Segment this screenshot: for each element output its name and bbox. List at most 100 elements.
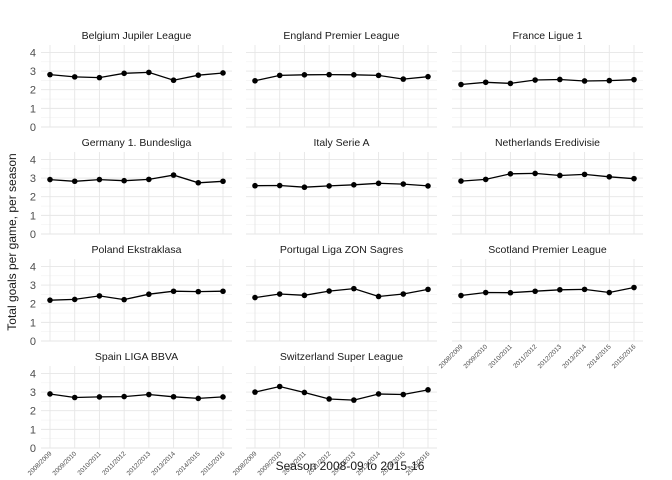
facet-title: Netherlands Eredivisie: [495, 137, 600, 149]
facet-panel: Belgium Jupiler League 0 1 2 3 4: [30, 30, 232, 134]
data-point: [220, 178, 226, 185]
data-point: [195, 72, 202, 78]
data-point: [96, 394, 103, 400]
data-point: [375, 391, 382, 397]
data-point: [121, 177, 127, 184]
data-point: [276, 383, 283, 390]
x-tick-label: 2012/2013: [537, 343, 564, 370]
series-line: [49, 174, 224, 184]
x-tick-label: 2012/2013: [126, 450, 153, 477]
x-tick-label: 2015/2016: [611, 343, 638, 370]
data-point: [351, 72, 357, 78]
data-point: [458, 292, 464, 299]
data-point: [170, 172, 177, 178]
data-point: [507, 171, 514, 177]
data-point: [507, 289, 514, 296]
data-point: [170, 288, 177, 295]
facet-panel: Germany 1. Bundesliga 0 1 2 3 4: [30, 137, 232, 241]
data-point: [532, 170, 538, 177]
facet-panel: France Ligue 1: [452, 30, 643, 128]
data-point: [326, 396, 332, 402]
y-tick-label: 4: [30, 261, 36, 273]
y-tick-label: 2: [30, 299, 36, 311]
facet-title: Scotland Premier League: [488, 244, 607, 256]
data-point: [581, 286, 588, 293]
data-point: [47, 391, 53, 397]
facet-panel: Italy Serie A: [246, 137, 437, 235]
facet-title: Italy Serie A: [313, 137, 369, 149]
y-tick-label: 3: [30, 66, 36, 78]
x-tick-label: 2011/2012: [512, 343, 539, 370]
data-point: [252, 294, 258, 301]
data-point: [326, 71, 332, 78]
data-point: [301, 184, 308, 191]
data-point: [121, 70, 127, 77]
y-tick-label: 0: [30, 336, 36, 348]
y-tick-label: 1: [30, 210, 36, 222]
data-point: [532, 77, 538, 83]
facet-title: Spain LIGA BBVA: [95, 351, 178, 363]
data-point: [170, 393, 177, 400]
x-tick-label: 2013/2014: [561, 343, 588, 370]
data-point: [276, 291, 283, 297]
x-tick-label: 2015/2016: [200, 450, 227, 477]
data-point: [400, 76, 407, 82]
data-point: [400, 291, 407, 297]
y-tick-label: 1: [30, 103, 36, 115]
series-line: [460, 172, 635, 182]
data-point: [301, 292, 308, 299]
facet-title: Portugal Liga ZON Sagres: [280, 244, 403, 256]
series-line: [254, 287, 429, 299]
facet-title: Belgium Jupiler League: [82, 30, 192, 42]
y-tick-label: 4: [30, 154, 36, 166]
data-point: [195, 288, 202, 295]
data-point: [581, 171, 588, 178]
data-point: [96, 293, 103, 299]
data-point: [71, 178, 78, 185]
data-point: [220, 394, 226, 400]
data-point: [557, 172, 563, 179]
data-point: [351, 397, 357, 403]
x-tick-label: 2008/2009: [232, 450, 259, 477]
y-tick-label: 2: [30, 406, 36, 418]
data-point: [252, 182, 258, 189]
data-point: [606, 77, 613, 84]
data-point: [47, 71, 53, 78]
data-point: [326, 288, 332, 294]
data-point: [252, 77, 258, 84]
y-tick-label: 4: [30, 47, 36, 59]
data-point: [146, 291, 152, 298]
data-point: [631, 175, 637, 182]
data-point: [507, 80, 514, 87]
y-axis-label: Total goals per game, per season: [5, 153, 19, 330]
data-point: [375, 293, 382, 300]
data-point: [425, 73, 431, 80]
series-line: [254, 385, 429, 401]
data-point: [170, 77, 177, 84]
data-point: [326, 183, 332, 189]
y-tick-label: 1: [30, 424, 36, 436]
facet-panel: Netherlands Eredivisie: [452, 137, 643, 235]
y-tick-label: 0: [30, 443, 36, 455]
series-line: [254, 73, 429, 82]
x-tick-label: 2014/2015: [175, 450, 202, 477]
data-point: [47, 176, 53, 183]
facet-title: England Premier League: [283, 30, 399, 42]
facet-panel: Portugal Liga ZON Sagres: [246, 244, 437, 342]
x-tick-label: 2010/2011: [77, 450, 104, 477]
data-point: [557, 76, 563, 83]
data-point: [96, 176, 103, 183]
data-point: [375, 72, 382, 79]
facet-title: Switzerland Super League: [280, 351, 403, 363]
y-tick-label: 1: [30, 317, 36, 329]
y-tick-label: 3: [30, 280, 36, 292]
series-line: [49, 71, 224, 81]
x-tick-label: 2009/2010: [462, 343, 489, 370]
data-point: [606, 289, 613, 296]
y-tick-label: 4: [30, 368, 36, 380]
x-tick-label: 2011/2012: [101, 450, 128, 477]
data-point: [425, 286, 431, 293]
facet-panel: Poland Ekstraklasa 0 1 2 3 4: [30, 244, 232, 348]
data-point: [71, 296, 78, 303]
